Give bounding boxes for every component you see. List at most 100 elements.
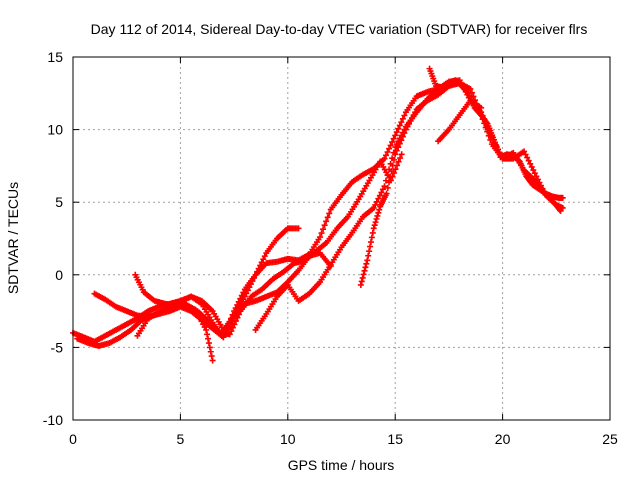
- data-point: [318, 230, 325, 237]
- data-point: [223, 326, 230, 333]
- data-point: [498, 152, 505, 159]
- data-point: [521, 148, 528, 155]
- data-point: [236, 311, 243, 318]
- data-point: [534, 176, 541, 183]
- y-tick-label: 10: [47, 122, 63, 138]
- data-point: [389, 162, 396, 169]
- data-point: [530, 167, 537, 174]
- data-point: [387, 173, 394, 180]
- data-point: [482, 119, 489, 126]
- data-point: [205, 335, 212, 342]
- series-6: [252, 77, 485, 333]
- data-point: [384, 184, 391, 191]
- data-point: [372, 219, 379, 226]
- x-tick-label: 0: [69, 431, 77, 447]
- y-tick-label: 0: [55, 267, 63, 283]
- x-axis-label: GPS time / hours: [288, 457, 395, 473]
- data-point: [373, 216, 380, 223]
- data-point: [205, 340, 212, 347]
- data-point: [357, 281, 364, 288]
- data-point: [359, 274, 366, 281]
- data-point: [361, 267, 368, 274]
- y-tick-label: -5: [51, 339, 64, 355]
- data-point: [371, 222, 378, 229]
- data-point: [237, 295, 244, 302]
- data-point: [487, 130, 494, 137]
- data-point: [373, 198, 380, 205]
- plot-border: [72, 56, 611, 421]
- data-point: [392, 132, 399, 139]
- data-point: [467, 85, 474, 92]
- data-point: [375, 195, 382, 202]
- data-point: [369, 229, 376, 236]
- data-point: [206, 344, 213, 351]
- data-point: [366, 248, 373, 255]
- data-point: [234, 314, 241, 321]
- data-point: [209, 357, 216, 364]
- data-point: [220, 334, 227, 341]
- data-point: [388, 168, 395, 175]
- data-point: [383, 190, 390, 197]
- data-point: [488, 133, 495, 140]
- data-point: [362, 264, 369, 271]
- data-point: [494, 146, 501, 153]
- data-point: [464, 89, 471, 96]
- data-point: [367, 243, 374, 250]
- data-point: [376, 206, 383, 213]
- data-point: [393, 129, 400, 136]
- data-point: [387, 142, 394, 149]
- data-point: [484, 123, 491, 130]
- data-point: [390, 156, 397, 163]
- data-point: [485, 126, 492, 133]
- data-point: [376, 192, 383, 199]
- data-point: [203, 326, 210, 333]
- data-point: [363, 260, 370, 267]
- data-point: [479, 112, 486, 119]
- data-point: [392, 151, 399, 158]
- data-point: [481, 116, 488, 123]
- y-axis-label: SDTVAR / TECUs: [5, 182, 21, 294]
- data-point: [295, 225, 302, 232]
- data-point: [244, 287, 251, 294]
- data-point: [367, 239, 374, 246]
- data-point: [496, 149, 503, 156]
- data-point: [386, 145, 393, 152]
- data-point: [397, 155, 404, 162]
- data-point: [389, 139, 396, 146]
- data-point: [228, 328, 235, 335]
- data-point: [232, 318, 239, 325]
- data-point: [399, 133, 406, 140]
- data-point: [243, 290, 250, 297]
- data-point: [533, 173, 540, 180]
- data-point: [524, 154, 531, 161]
- data-point: [470, 93, 477, 100]
- data-point: [393, 147, 400, 154]
- data-point: [226, 319, 233, 326]
- data-point: [208, 353, 215, 360]
- data-point: [238, 292, 245, 299]
- data-point: [261, 253, 268, 260]
- data-point: [231, 308, 238, 315]
- data-point: [368, 234, 375, 241]
- data-point: [317, 234, 324, 241]
- chart-title: Day 112 of 2014, Sidereal Day-to-day VTE…: [91, 21, 588, 37]
- data-point: [539, 185, 546, 192]
- data-point: [241, 293, 248, 300]
- x-tick-label: 5: [177, 431, 185, 447]
- data-point: [378, 189, 385, 196]
- data-point: [374, 212, 381, 219]
- x-axis-ticks: 0 5 10 15 20 25: [69, 57, 618, 447]
- x-tick-label: 10: [280, 431, 296, 447]
- data-point: [493, 143, 500, 150]
- data-point: [224, 323, 231, 330]
- data-point: [231, 321, 238, 328]
- data-point: [370, 205, 377, 212]
- series-9: [435, 97, 566, 212]
- data-point: [392, 166, 399, 173]
- data-point: [386, 179, 393, 186]
- data-point: [491, 140, 498, 147]
- data-point: [228, 315, 235, 322]
- data-point: [396, 122, 403, 129]
- data-point: [229, 311, 236, 318]
